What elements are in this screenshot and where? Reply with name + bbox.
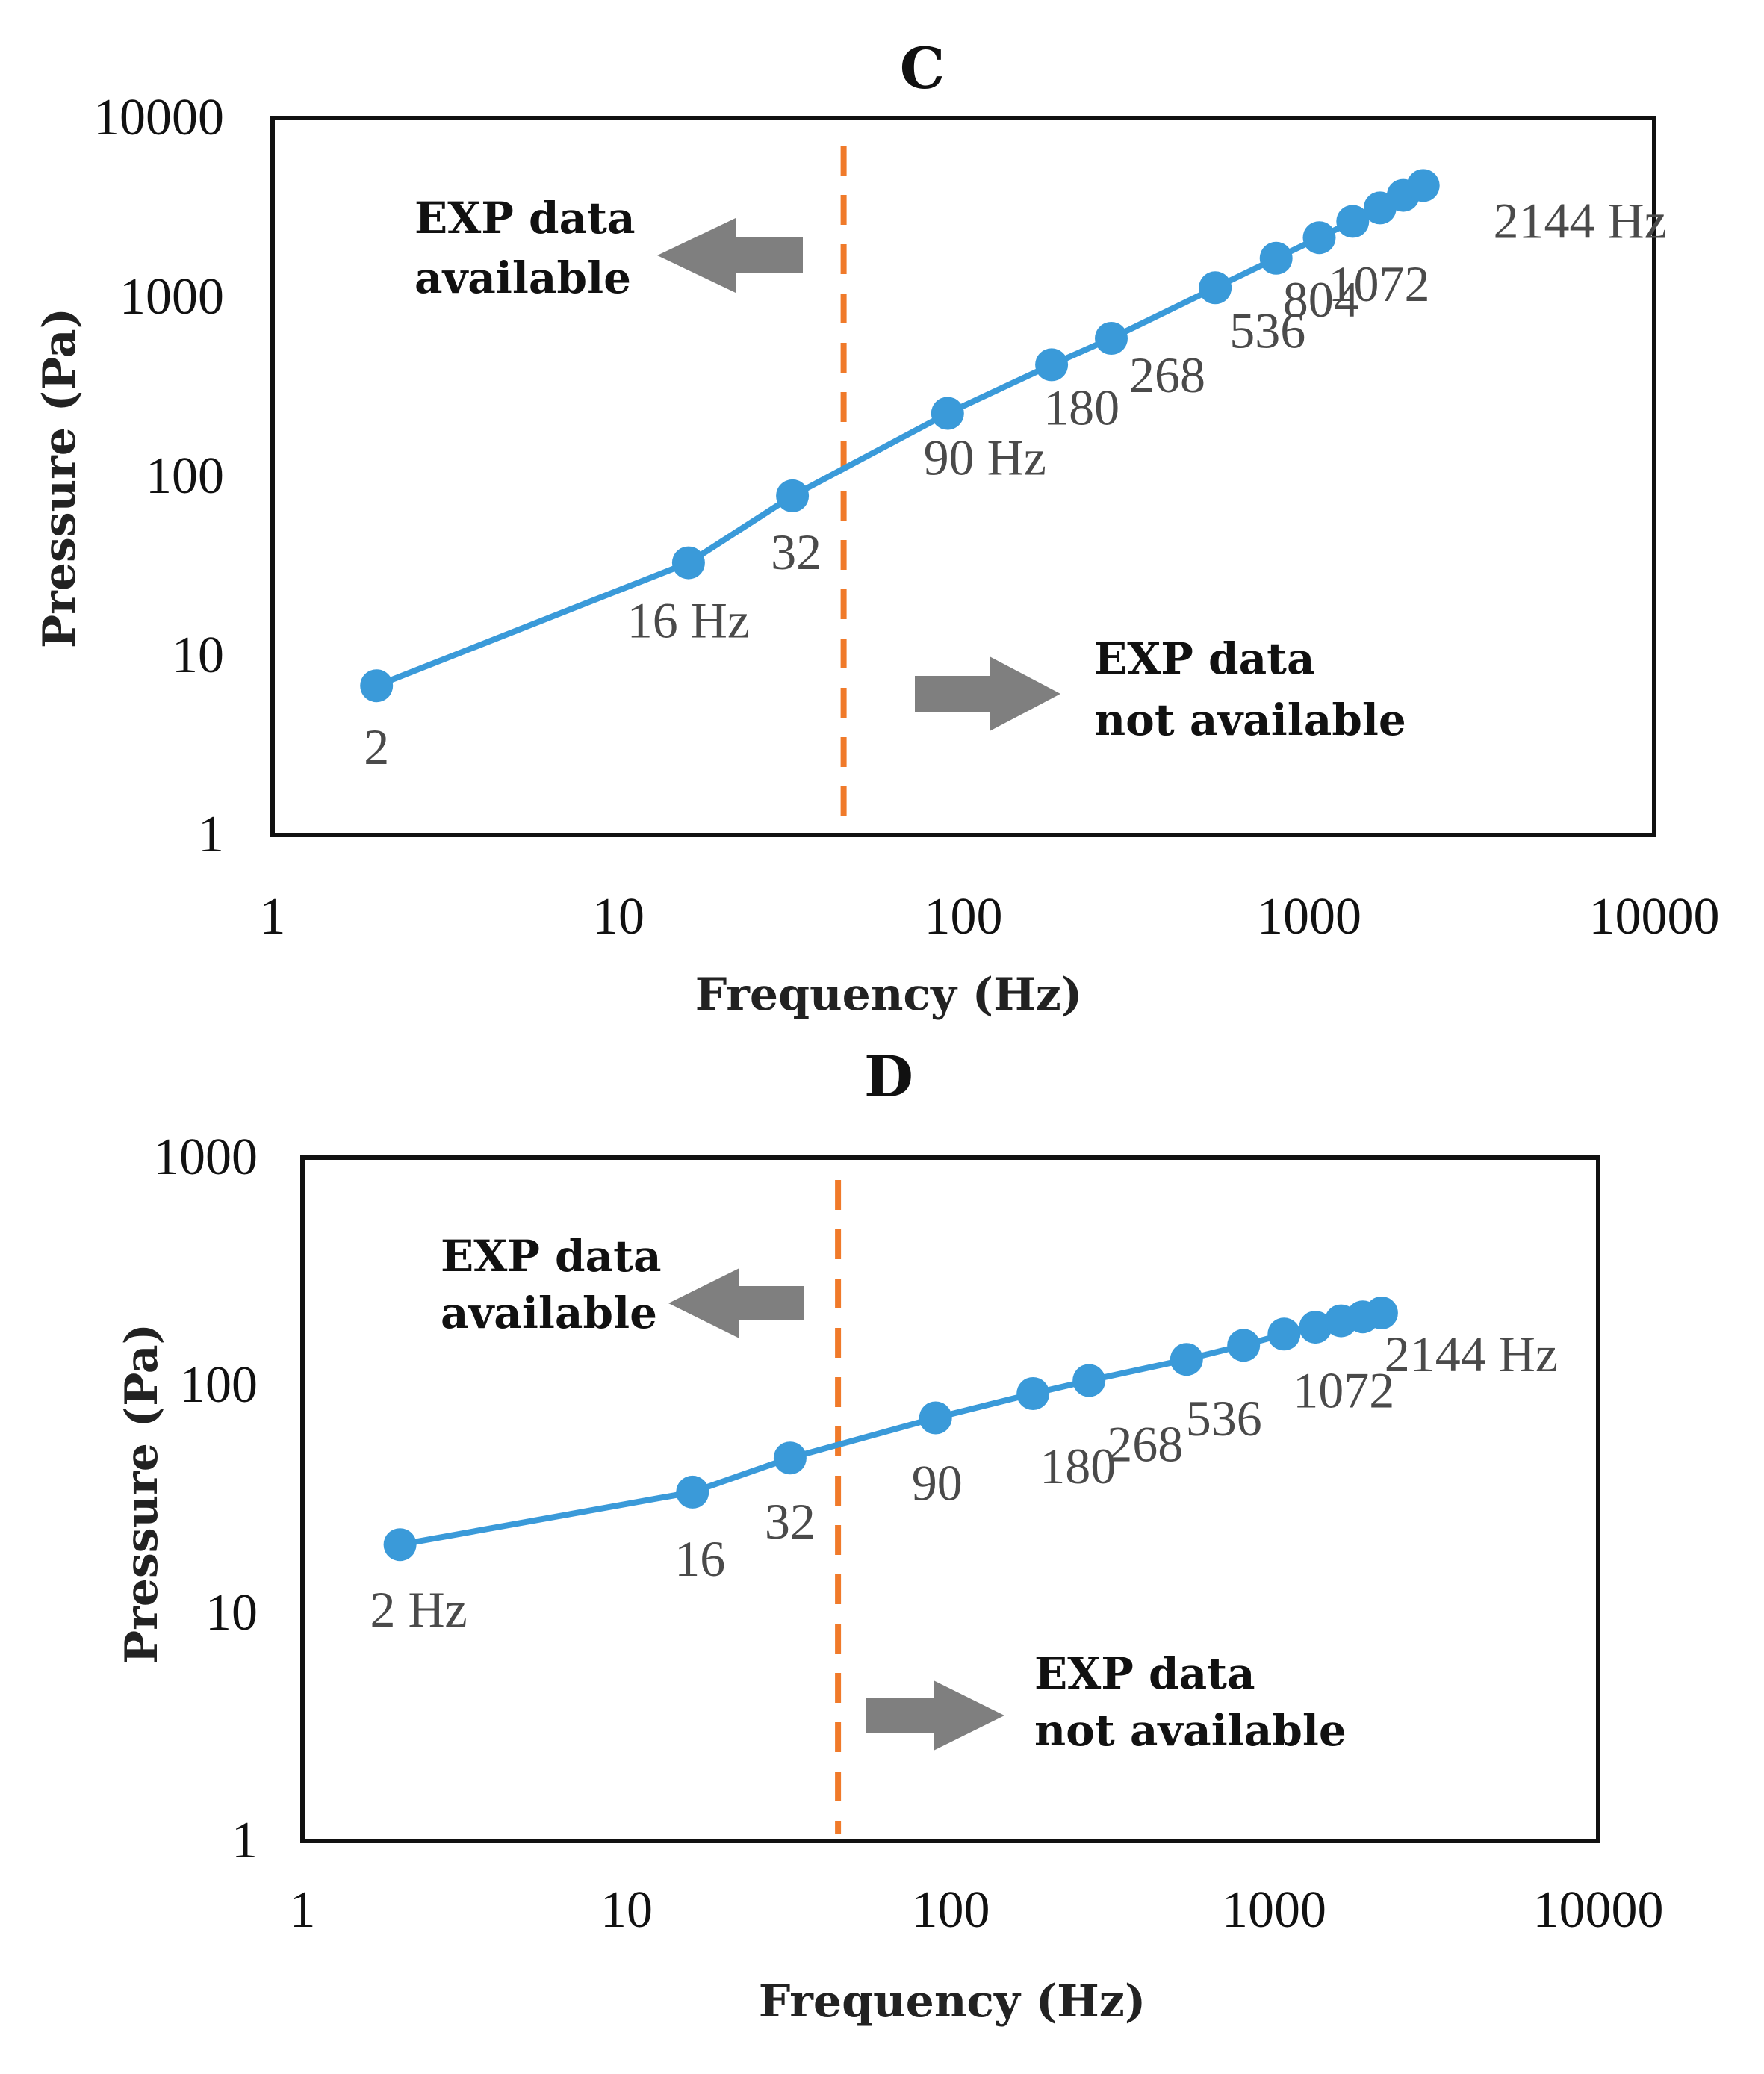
point-label: 1072 (1329, 255, 1430, 312)
y-tick-label: 10 (205, 1584, 258, 1642)
point-label: 268 (1129, 347, 1205, 403)
data-point (931, 397, 964, 430)
y-tick-label: 10000 (93, 89, 224, 146)
point-label: 804 (1283, 271, 1359, 328)
y-tick-label: 100 (179, 1356, 258, 1414)
y-tick-label: 1 (198, 806, 224, 863)
data-point (671, 546, 705, 580)
x-tick-label: 1 (260, 888, 286, 946)
point-label: 536 (1229, 302, 1305, 358)
data-point (1259, 241, 1293, 275)
chart-title: C (900, 35, 945, 102)
x-tick-label: 1000 (1222, 1881, 1326, 1939)
left-arrow-icon (668, 1268, 804, 1338)
chart-c-svg: C 1 10 100 1000 10000 1 10 100 1000 1000… (34, 35, 1720, 1021)
annotation-right-line2: not available (1034, 1705, 1347, 1756)
y-tick-labels: 1 10 100 1000 10000 (93, 89, 224, 863)
data-point (676, 1475, 709, 1509)
annotation-right-line1: EXP data (1094, 633, 1315, 684)
x-tick-labels: 1 10 100 1000 10000 (260, 888, 1720, 946)
x-axis-label: Frequency (Hz) (695, 969, 1083, 1021)
x-tick-label: 10 (600, 1881, 653, 1939)
data-point (1199, 271, 1232, 305)
point-label: 16 Hz (627, 592, 750, 649)
data-point (1336, 205, 1370, 238)
chart-panel-c: C 1 10 100 1000 10000 1 10 100 1000 1000… (0, 0, 1764, 1031)
x-tick-label: 100 (912, 1881, 990, 1939)
point-label: 180 (1043, 379, 1119, 435)
point-label: 90 Hz (924, 429, 1046, 486)
y-tick-label: 1 (232, 1812, 258, 1869)
data-point (776, 479, 810, 512)
data-point (1364, 1297, 1398, 1329)
data-point (919, 1401, 952, 1435)
point-label: 1072 (1293, 1362, 1394, 1418)
point-label: 90 (912, 1455, 963, 1512)
y-tick-label: 100 (146, 447, 224, 505)
data-point (383, 1528, 417, 1562)
x-axis-label: Frequency (Hz) (759, 1975, 1146, 2028)
point-label: 2144 Hz (1385, 1326, 1558, 1382)
annotation-right-line2: not available (1094, 695, 1406, 745)
point-label: 536 (1186, 1390, 1262, 1447)
data-point (1302, 221, 1336, 255)
y-tick-label: 1000 (153, 1128, 258, 1186)
x-tick-label: 10 (592, 888, 645, 946)
right-arrow-icon (866, 1680, 1004, 1751)
point-label: 32 (771, 524, 822, 580)
point-label: 32 (765, 1493, 816, 1550)
series-markers (383, 1297, 1398, 1562)
y-axis-label: Pressure (Pa) (116, 1323, 168, 1664)
data-point (1170, 1343, 1203, 1376)
data-point (1406, 169, 1440, 202)
annotation-left-line2: available (441, 1288, 657, 1338)
annotation-left-line1: EXP data (441, 1231, 662, 1282)
plot-frame (270, 116, 1656, 837)
y-tick-label: 10 (172, 627, 224, 684)
data-point (1016, 1377, 1050, 1410)
annotation-right-line1: EXP data (1034, 1648, 1255, 1699)
point-label: 2144 Hz (1494, 192, 1667, 249)
point-label: 2 Hz (370, 1581, 467, 1638)
point-label: 2 (364, 718, 389, 775)
data-point (1267, 1317, 1301, 1351)
data-point (1035, 348, 1069, 382)
x-tick-label: 10000 (1533, 1881, 1664, 1939)
data-point (1299, 1311, 1332, 1344)
annotation-left-line1: EXP data (414, 193, 636, 243)
right-arrow-icon (915, 656, 1060, 731)
data-point (1072, 1364, 1106, 1397)
data-point (360, 669, 394, 703)
data-point (1227, 1329, 1261, 1362)
x-tick-labels: 1 10 100 1000 10000 (290, 1881, 1664, 1939)
x-tick-label: 1000 (1257, 888, 1361, 946)
series-markers (360, 169, 1440, 703)
x-tick-label: 100 (925, 888, 1003, 946)
left-arrow-icon (657, 218, 803, 293)
plot-frame (300, 1155, 1600, 1843)
annotation-left-line2: available (414, 252, 631, 303)
point-label: 16 (674, 1530, 725, 1587)
chart-d-svg: D 1 10 100 1000 1 10 100 1000 10000 Freq… (116, 1043, 1664, 2028)
chart-title: D (864, 1043, 913, 1110)
point-label: 180 (1040, 1438, 1116, 1494)
chart-panel-d: D 1 10 100 1000 1 10 100 1000 10000 Freq… (0, 1031, 1764, 2074)
data-point (1095, 322, 1128, 355)
y-tick-label: 1000 (119, 268, 224, 326)
point-label: 268 (1107, 1416, 1183, 1473)
y-tick-labels: 1 10 100 1000 (153, 1128, 258, 1869)
y-axis-label: Pressure (Pa) (34, 308, 86, 648)
x-tick-label: 10000 (1589, 888, 1720, 946)
data-point (773, 1441, 807, 1475)
x-tick-label: 1 (290, 1881, 316, 1939)
